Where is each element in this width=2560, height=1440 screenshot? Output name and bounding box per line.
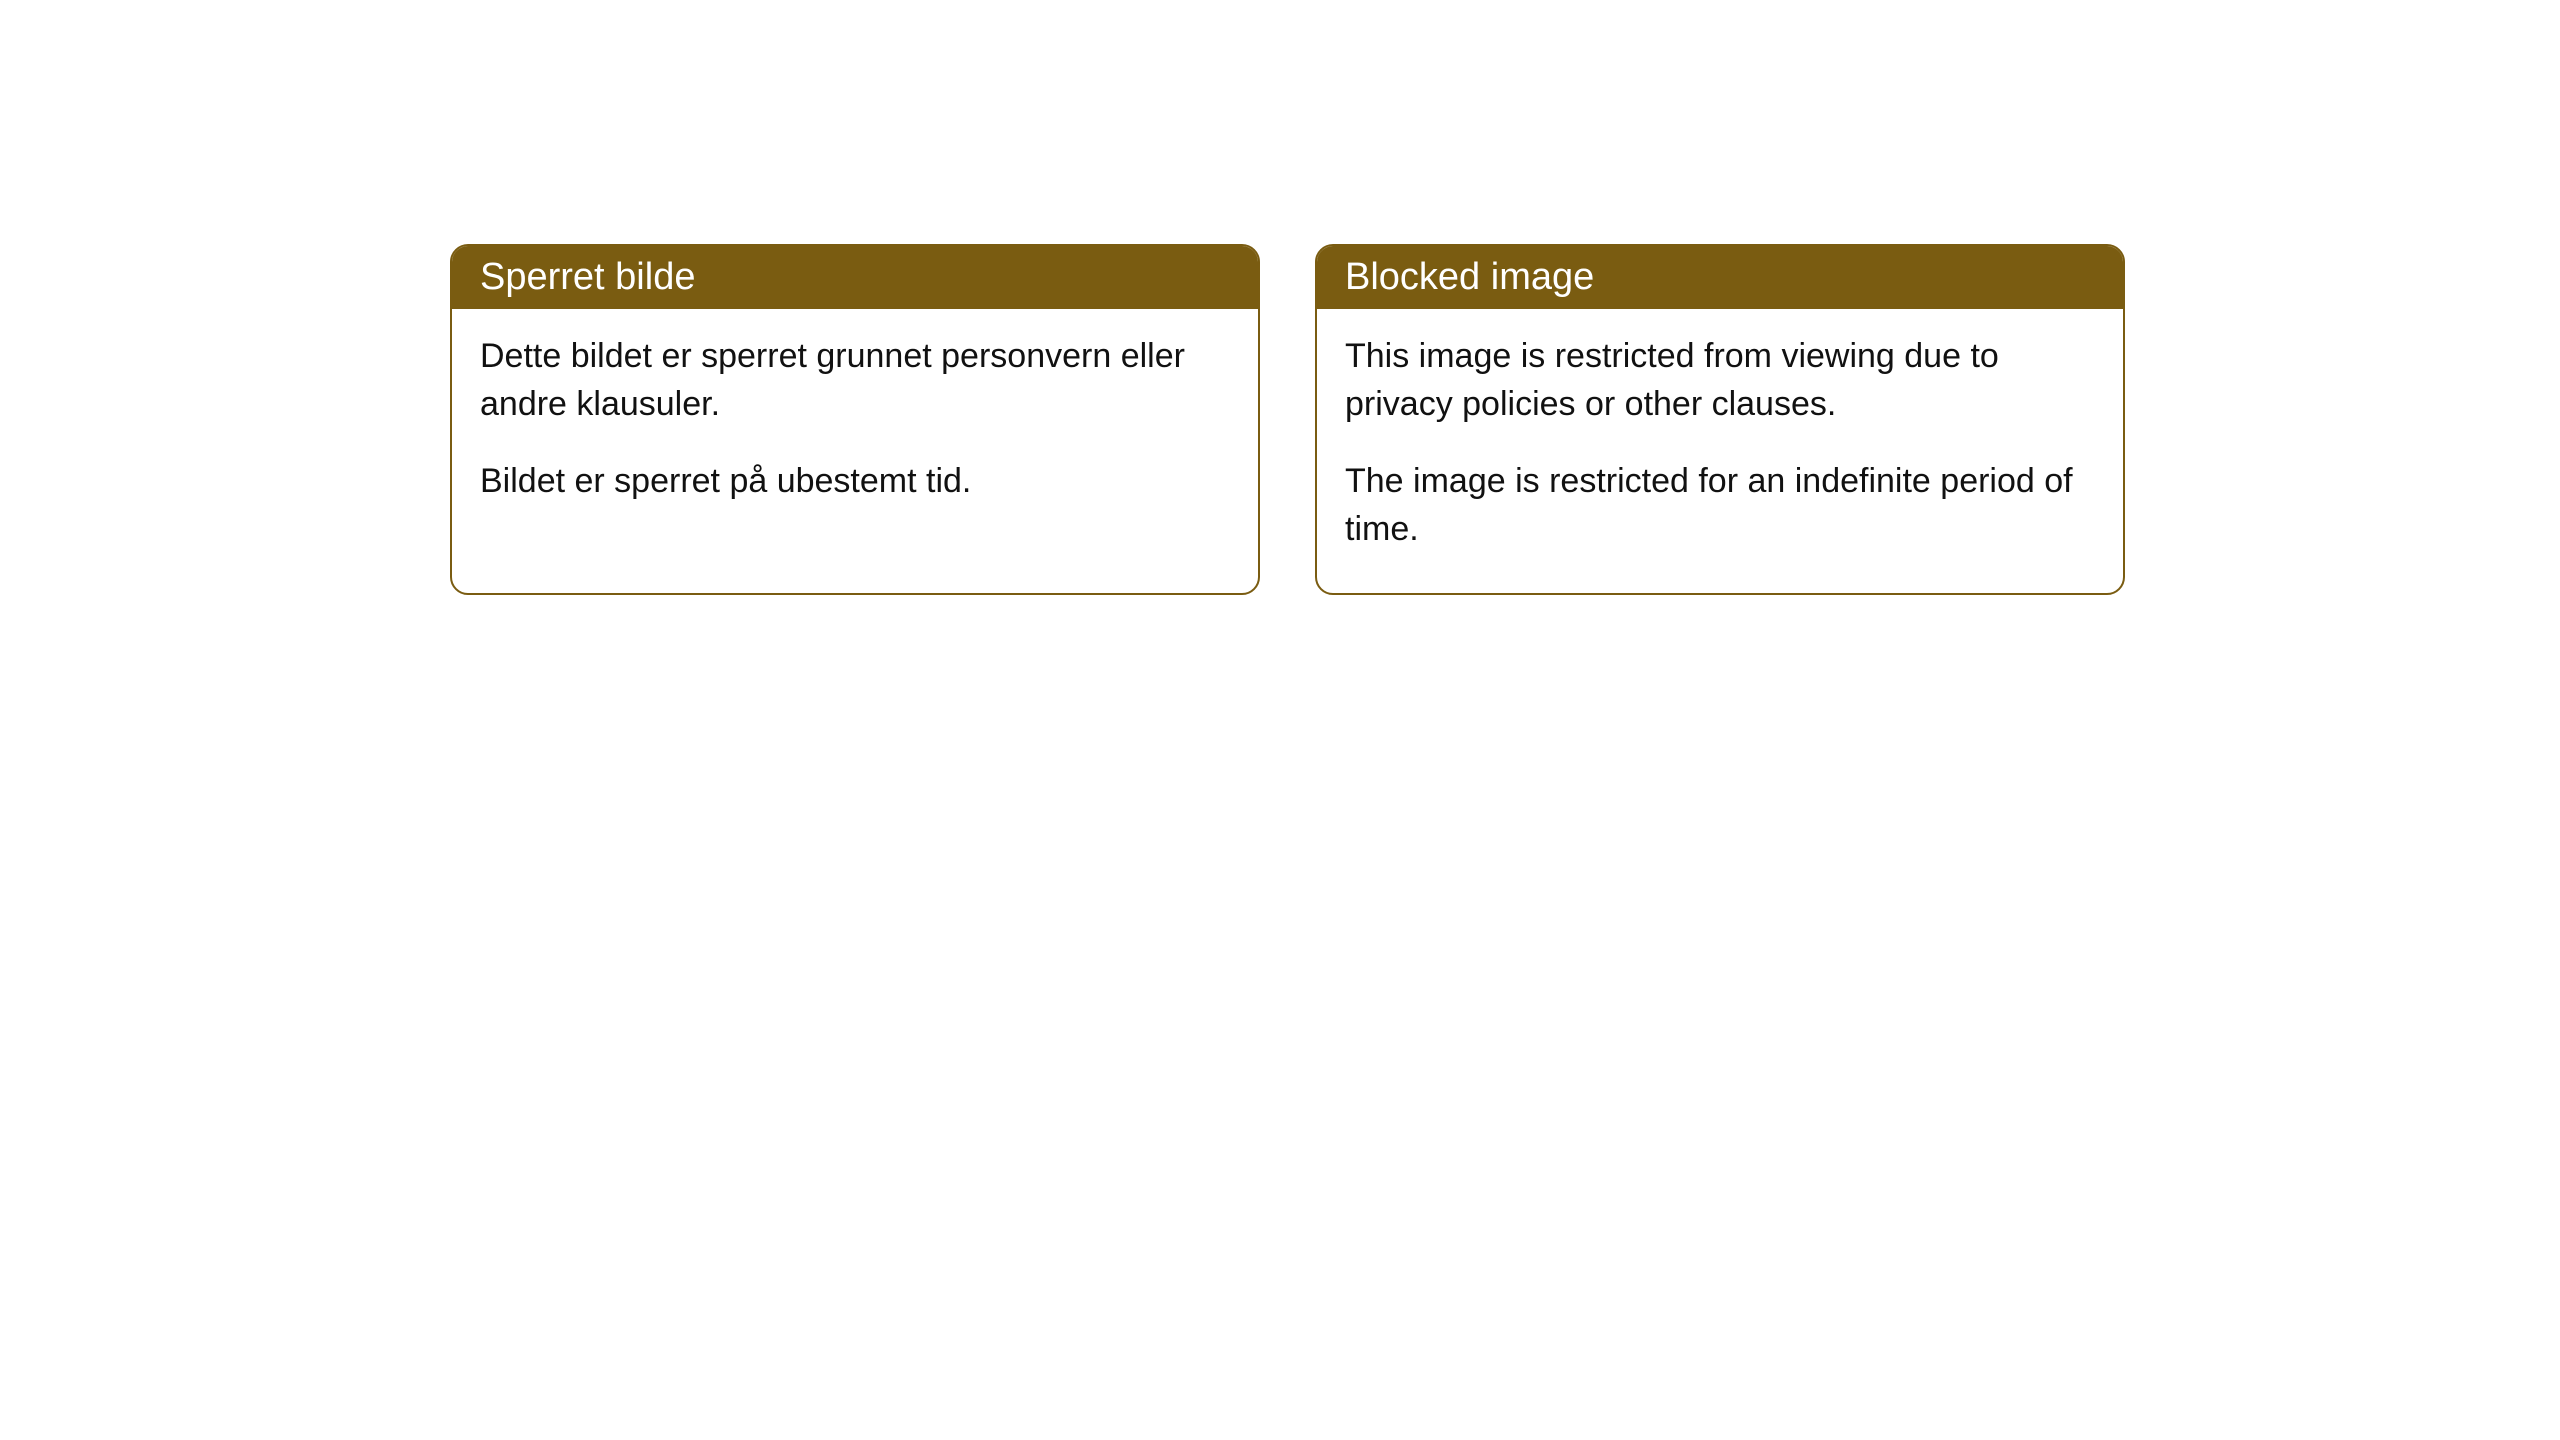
notice-card-english: Blocked image This image is restricted f…	[1315, 244, 2125, 595]
card-paragraph-2: Bildet er sperret på ubestemt tid.	[480, 458, 1230, 506]
notice-card-norwegian: Sperret bilde Dette bildet er sperret gr…	[450, 244, 1260, 595]
card-body: Dette bildet er sperret grunnet personve…	[452, 309, 1258, 546]
card-title: Blocked image	[1345, 256, 1594, 298]
card-title: Sperret bilde	[480, 256, 695, 298]
card-paragraph-1: Dette bildet er sperret grunnet personve…	[480, 333, 1230, 428]
card-paragraph-2: The image is restricted for an indefinit…	[1345, 458, 2095, 553]
card-paragraph-1: This image is restricted from viewing du…	[1345, 333, 2095, 428]
card-header: Sperret bilde	[452, 246, 1258, 309]
cards-container: Sperret bilde Dette bildet er sperret gr…	[450, 244, 2125, 595]
card-header: Blocked image	[1317, 246, 2123, 309]
card-body: This image is restricted from viewing du…	[1317, 309, 2123, 593]
